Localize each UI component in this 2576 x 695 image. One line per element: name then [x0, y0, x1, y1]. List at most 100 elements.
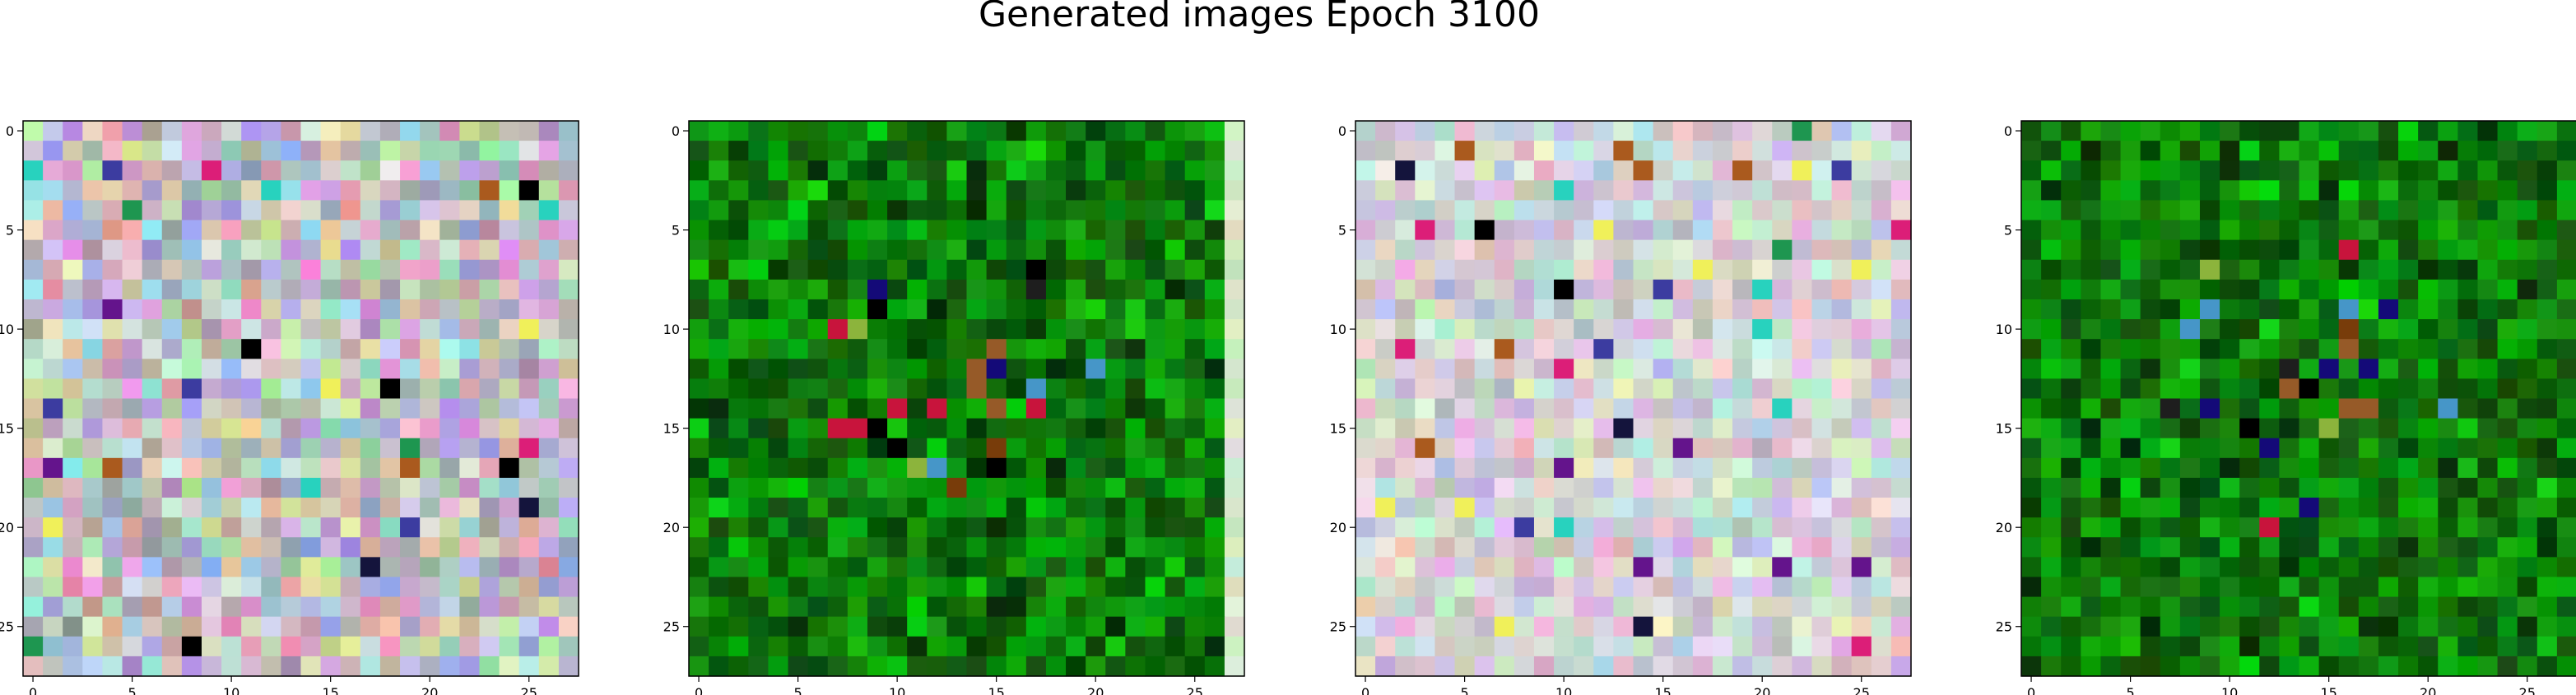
pixel-cell [1554, 537, 1574, 558]
pixel-cell [1105, 180, 1126, 202]
pixel-cell [439, 457, 460, 479]
pixel-cell [2318, 498, 2340, 518]
pixel-cell [2378, 636, 2399, 657]
pixel-cell [2061, 537, 2081, 558]
pixel-cell [728, 517, 749, 538]
pixel-cell [807, 557, 829, 578]
pixel-cell [807, 596, 829, 618]
pixel-cell [2199, 636, 2220, 657]
pixel-cell [2338, 596, 2360, 618]
pixel-cell [2279, 636, 2300, 657]
pixel-cell [1514, 577, 1535, 598]
pixel-cell [986, 359, 1007, 379]
pixel-cell [2259, 239, 2280, 261]
pixel-cell [807, 200, 829, 221]
pixel-cell [2199, 656, 2220, 677]
pixel-cell [2220, 239, 2240, 261]
pixel-cell [2398, 200, 2419, 221]
pixel-cell [1184, 378, 1206, 400]
pixel-cell [1006, 398, 1027, 419]
pixel-cell [1871, 498, 1892, 518]
pixel-cell [499, 596, 520, 618]
pixel-cell [2041, 418, 2062, 439]
pixel-cell [1811, 359, 1833, 379]
pixel-cell [201, 339, 222, 359]
pixel-cell [420, 319, 440, 340]
pixel-cell [1025, 537, 1047, 558]
pixel-cell [479, 398, 500, 419]
pixel-cell [1574, 477, 1594, 498]
pixel-cell [2556, 141, 2576, 161]
pixel-cell [2358, 457, 2379, 479]
pixel-cell [2220, 557, 2240, 578]
pixel-cell [1752, 438, 1773, 459]
pixel-cell [1165, 656, 1186, 677]
pixel-cell [1574, 418, 1594, 439]
pixel-cell [1672, 498, 1694, 518]
pixel-cell [1672, 141, 1694, 161]
pixel-cell [689, 498, 709, 518]
pixel-cell [1355, 438, 1376, 459]
pixel-cell [400, 477, 421, 498]
pixel-cell [2021, 636, 2042, 657]
pixel-cell [221, 517, 242, 538]
pixel-cell [2477, 319, 2499, 340]
x-tick-label: 5 [1460, 685, 1468, 695]
pixel-cell [689, 378, 709, 400]
pixel-cell [1514, 359, 1535, 379]
pixel-cell [201, 160, 222, 181]
pixel-cell [82, 537, 104, 558]
pixel-cell [887, 121, 908, 141]
pixel-cell [1514, 537, 1535, 558]
pixel-cell [827, 160, 849, 181]
pixel-cell [986, 239, 1007, 261]
pixel-cell [1375, 438, 1396, 459]
pixel-cell [887, 577, 908, 598]
pixel-cell [2299, 180, 2320, 202]
pixel-cell [2259, 378, 2280, 400]
pixel-cell [2279, 537, 2300, 558]
pixel-cell [221, 319, 242, 340]
pixel-cell [1792, 656, 1813, 677]
pixel-cell [142, 299, 163, 320]
pixel-cell [1593, 517, 1614, 538]
pixel-cell [1712, 438, 1733, 459]
pixel-cell [459, 121, 481, 141]
pixel-cell [847, 160, 868, 181]
pixel-cell [1574, 616, 1594, 637]
pixel-cell [847, 636, 868, 657]
pixel-cell [1395, 319, 1416, 340]
pixel-cell [1890, 656, 1912, 677]
pixel-cell [1105, 596, 1126, 618]
pixel-cell [360, 537, 381, 558]
pixel-cell [728, 180, 749, 202]
pixel-cell [2259, 477, 2280, 498]
pixel-cell [2081, 319, 2102, 340]
pixel-cell [2358, 299, 2379, 320]
pixel-cell [2220, 220, 2240, 241]
pixel-cell [2457, 418, 2479, 439]
pixel-cell [261, 378, 281, 400]
pixel-cell [2358, 517, 2379, 538]
pixel-cell [2438, 299, 2458, 320]
pixel-cell [946, 319, 968, 340]
pixel-cell [1184, 279, 1206, 300]
pixel-cell [1672, 239, 1694, 261]
pixel-cell [1772, 299, 1793, 320]
pixel-cell [2457, 319, 2479, 340]
pixel-cell [2259, 279, 2280, 300]
pixel-cell [320, 160, 342, 181]
pixel-cell [1732, 517, 1753, 538]
pixel-cell [43, 299, 63, 320]
pixel-cell [2517, 378, 2538, 400]
pixel-cell [2418, 596, 2439, 618]
pixel-cell [43, 359, 63, 379]
pixel-cell [689, 596, 709, 618]
pixel-cell [1494, 656, 1515, 677]
pixel-cell [2418, 418, 2439, 439]
pixel-cell [788, 239, 809, 261]
pixel-cell [499, 418, 520, 439]
pixel-cell [768, 438, 789, 459]
pixel-cell [1454, 141, 1476, 161]
